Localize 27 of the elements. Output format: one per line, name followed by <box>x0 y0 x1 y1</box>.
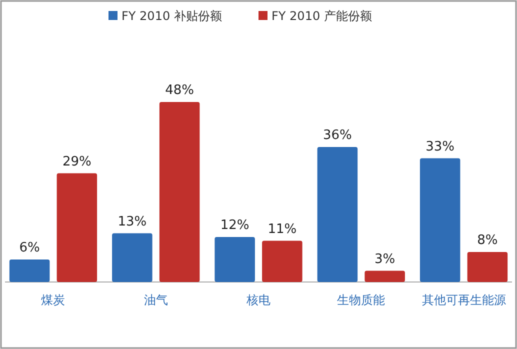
legend-label: FY 2010 补贴份额 <box>122 9 222 23</box>
bar <box>56 173 98 282</box>
data-label: 8% <box>477 233 498 248</box>
data-label: 33% <box>426 139 455 154</box>
bar <box>214 237 255 282</box>
data-label: 3% <box>374 252 396 267</box>
data-label: 48% <box>165 83 194 98</box>
bar <box>467 252 508 282</box>
bar <box>420 158 460 282</box>
x-tick-label: 煤炭 <box>41 293 66 307</box>
x-tick-label: 核电 <box>246 293 270 307</box>
legend-label: FY 2010 产能份额 <box>272 9 372 23</box>
bar <box>9 260 50 282</box>
data-label: 29% <box>62 154 92 170</box>
data-label: 36% <box>322 128 352 143</box>
data-label: 12% <box>220 218 250 233</box>
data-label: 11% <box>268 222 297 237</box>
bar <box>159 102 200 282</box>
data-label: 6% <box>19 240 40 256</box>
x-tick-label: 生物质能 <box>337 293 386 307</box>
bar <box>112 233 152 282</box>
bar <box>317 147 358 282</box>
x-tick-label: 其他可再生能源 <box>422 293 506 307</box>
bar <box>364 270 405 282</box>
data-label: 13% <box>118 214 147 230</box>
bar <box>262 240 302 282</box>
x-tick-label: 油气 <box>144 293 168 307</box>
